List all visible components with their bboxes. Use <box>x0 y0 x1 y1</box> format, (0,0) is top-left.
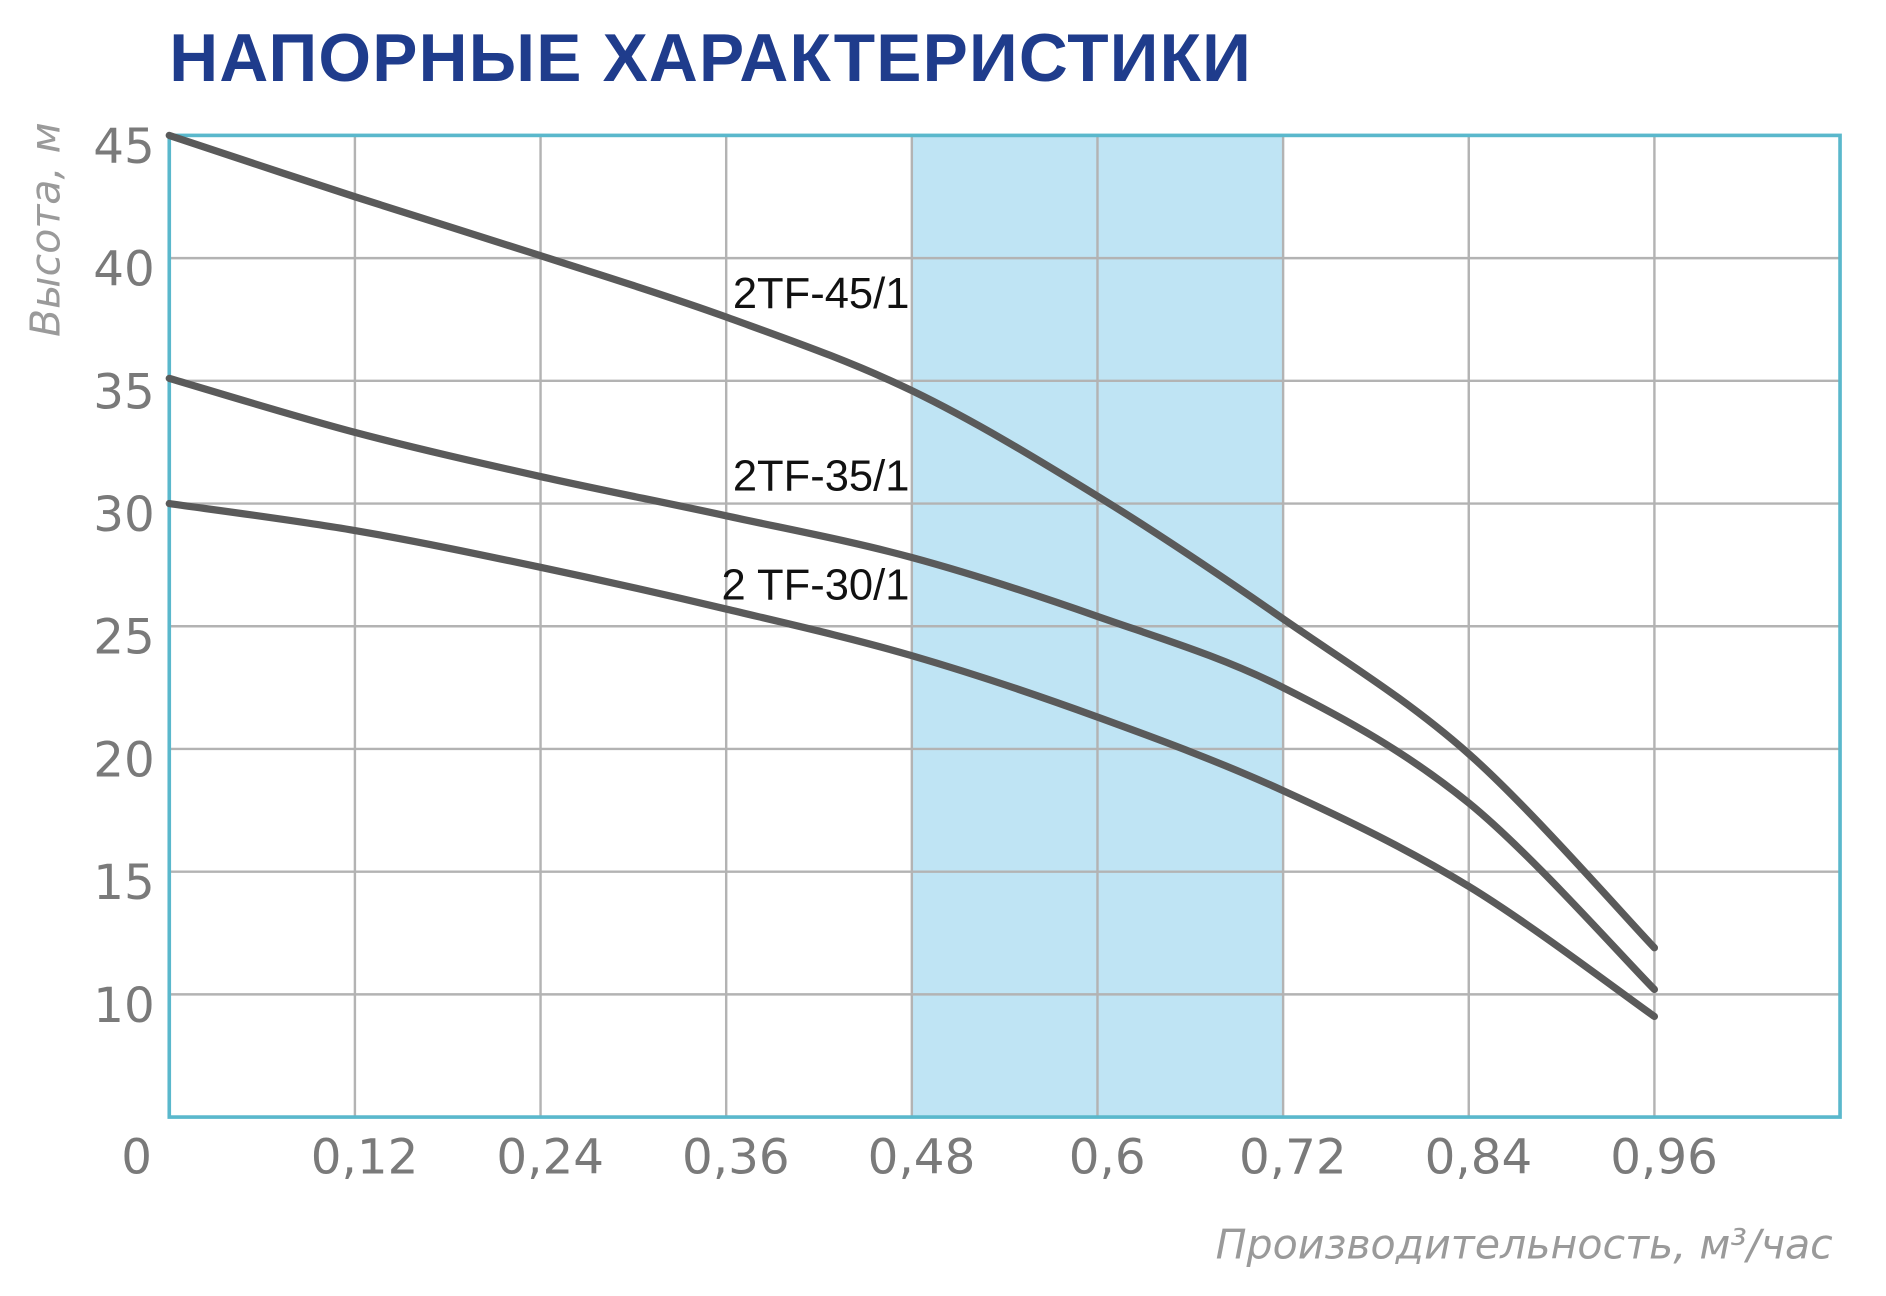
y-tick-label: 40 <box>93 242 155 298</box>
y-tick-label: 10 <box>93 978 155 1034</box>
x-tick-label: 0,24 <box>496 1130 604 1186</box>
series-label: 2 TF-30/1 <box>722 561 910 609</box>
x-tick-label: 0,12 <box>311 1130 419 1186</box>
y-tick-label: 25 <box>93 610 155 666</box>
series-line <box>165 499 1659 1021</box>
x-axis-title: Производительность, м³/час <box>1216 1221 1834 1269</box>
y-tick-label: 35 <box>93 364 155 420</box>
y-tick-label: 15 <box>93 855 155 911</box>
x-tick-label: 0,72 <box>1239 1130 1347 1186</box>
series-label: 2TF-35/1 <box>733 452 910 500</box>
x-tick-label: 0 <box>121 1130 152 1186</box>
plot-frame <box>167 133 1842 1119</box>
chart-title: НАПОРНЫЕ ХАРАКТЕРИСТИКИ <box>169 21 1252 96</box>
x-tick-label: 0,6 <box>1069 1130 1146 1186</box>
y-tick-label: 20 <box>93 732 155 788</box>
series-label: 2TF-45/1 <box>733 270 910 318</box>
y-tick-label: 30 <box>93 487 155 543</box>
x-tick-label: 0,84 <box>1425 1130 1533 1186</box>
y-axis-title: Высота, м <box>21 122 69 337</box>
x-tick-label: 0,96 <box>1610 1130 1718 1186</box>
series-line <box>165 374 1659 994</box>
series-line <box>165 131 1659 952</box>
y-tick-label: 45 <box>93 119 155 175</box>
x-tick-label: 0,48 <box>868 1130 976 1186</box>
x-tick-label: 0,36 <box>682 1130 790 1186</box>
